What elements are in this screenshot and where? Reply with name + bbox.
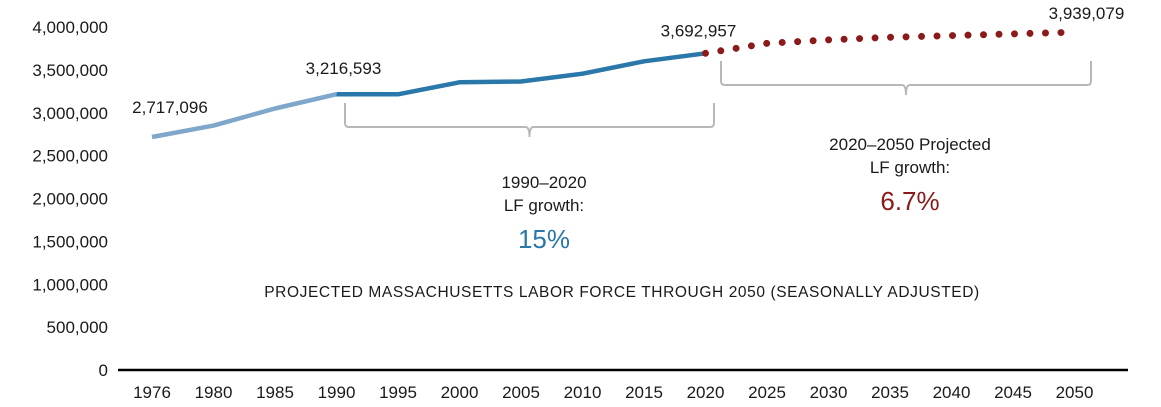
- x-axis: 1976 1980 1985 1990 1995 2000 2005 2010 2015 2020…: [133, 383, 1093, 402]
- x-tick-label: 1985: [256, 383, 294, 402]
- x-tick-label: 2050: [1056, 383, 1094, 402]
- y-tick-label: 3,000,000: [32, 104, 108, 123]
- x-tick-label: 2005: [502, 383, 540, 402]
- growth-annotations: 1990–2020 LF growth: 15% 2020–2050 Projecte…: [501, 135, 990, 254]
- growth-brackets: [344, 61, 1092, 138]
- y-tick-label: 2,500,000: [32, 147, 108, 166]
- x-tick-label: 1995: [379, 383, 417, 402]
- x-tick-label: 2015: [625, 383, 663, 402]
- x-tick-label: 1980: [195, 383, 233, 402]
- x-tick-label: 2035: [871, 383, 909, 402]
- y-tick-label: 500,000: [47, 318, 108, 337]
- x-tick-label: 2045: [994, 383, 1032, 402]
- annotation-growth-value: 15%: [518, 224, 570, 254]
- data-labels: 2,717,096 3,216,593 3,692,957 3,939,079: [132, 4, 1124, 117]
- series-line-historic: [336, 51, 706, 97]
- bracket-1990-2020: [344, 103, 715, 138]
- x-tick-label: 2020: [687, 383, 725, 402]
- y-tick-label: 1,500,000: [32, 232, 108, 251]
- x-tick-label: 2000: [441, 383, 479, 402]
- annotation-text: LF growth:: [504, 196, 584, 215]
- chart-title: PROJECTED MASSACHUSETTS LABOR FORCE THRO…: [264, 284, 980, 301]
- y-tick-label: 1,000,000: [32, 275, 108, 294]
- y-tick-label: 0: [99, 361, 108, 380]
- x-tick-label: 2030: [810, 383, 848, 402]
- y-tick-label: 3,500,000: [32, 61, 108, 80]
- y-tick-label: 2,000,000: [32, 190, 108, 209]
- data-label: 2,717,096: [132, 98, 208, 117]
- data-label: 3,692,957: [661, 21, 737, 40]
- y-tick-label: 4,000,000: [32, 18, 108, 37]
- x-tick-label: 1976: [133, 383, 171, 402]
- series-line-projected: [702, 28, 1078, 57]
- annotation-text: 2020–2050 Projected: [829, 135, 991, 154]
- annotation-growth-value: 6.7%: [880, 186, 939, 216]
- data-label: 3,216,593: [306, 59, 382, 78]
- data-label: 3,939,079: [1049, 4, 1125, 23]
- x-tick-label: 2010: [564, 383, 602, 402]
- annotation-text: 1990–2020: [501, 173, 586, 192]
- annotation-text: LF growth:: [870, 158, 950, 177]
- y-axis: 0 500,000 1,000,000 1,500,000 2,000,000 2,500…: [32, 18, 108, 380]
- x-tick-label: 2040: [933, 383, 971, 402]
- series-lines: [151, 28, 1078, 140]
- x-tick-label: 1990: [318, 383, 356, 402]
- bracket-2020-2050: [720, 61, 1092, 96]
- series-line-historic-early: [151, 92, 338, 140]
- x-tick-label: 2025: [748, 383, 786, 402]
